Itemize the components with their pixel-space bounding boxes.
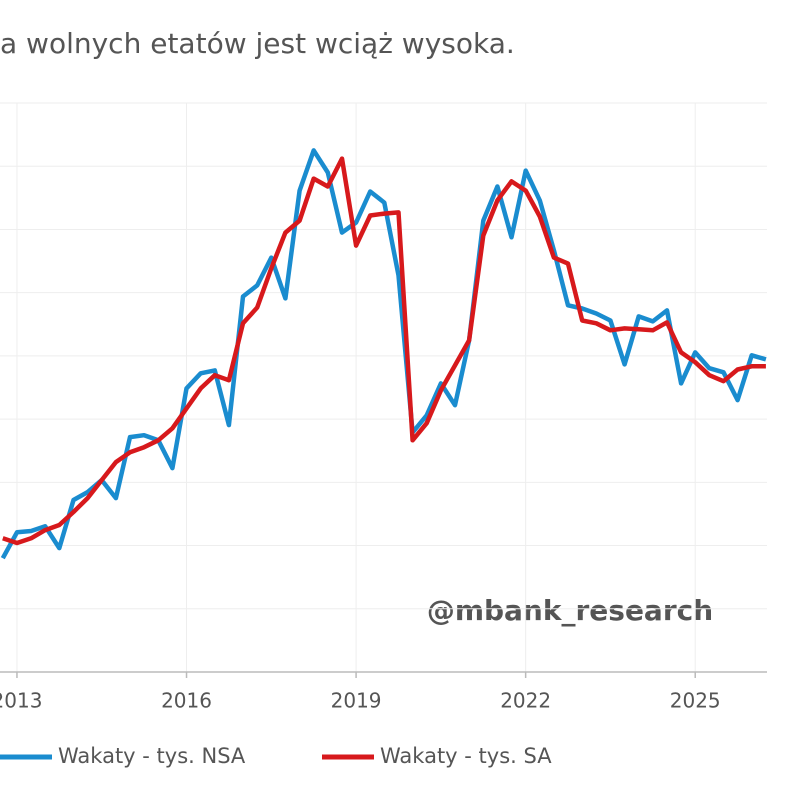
x-tick-label: 2016: [161, 689, 212, 713]
series-line: [0, 148, 767, 560]
x-tick-label: 2025: [670, 689, 721, 713]
watermark: @mbank_research: [427, 594, 713, 627]
x-tick-label: 2019: [331, 689, 382, 713]
plot-background: [0, 102, 767, 672]
legend-label: Wakaty - tys. SA: [380, 744, 552, 768]
series-line: [2, 156, 766, 546]
legend-label: Wakaty - tys. NSA: [58, 744, 246, 768]
x-tick-label: 2013: [0, 689, 42, 713]
chart-title: a wolnych etatów jest wciąż wysoka.: [0, 27, 515, 60]
x-tick-label: 2022: [500, 689, 551, 713]
